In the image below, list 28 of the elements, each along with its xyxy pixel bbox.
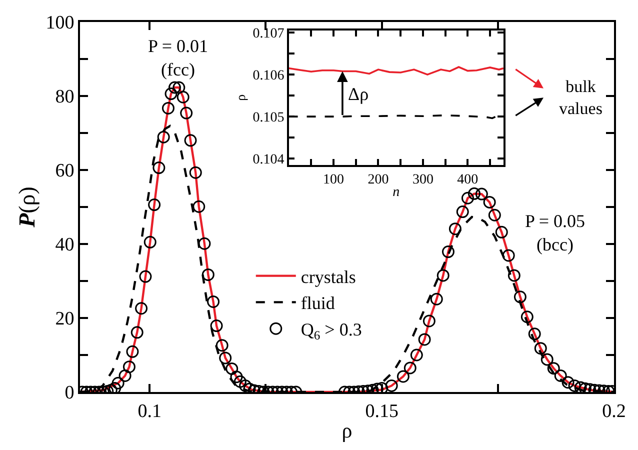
legend-label: fluid — [300, 293, 335, 314]
x-tick-label: 0.1 — [138, 400, 162, 422]
y-tick-label: 60 — [55, 160, 74, 182]
annotation: P = 0.01 (fcc) — [148, 36, 208, 80]
x-tick-label: 200 — [368, 172, 389, 188]
annotation: bulk values — [559, 77, 602, 118]
x-tick-label: 0.15 — [365, 400, 398, 422]
y-tick-label: 0.107 — [252, 26, 284, 42]
y-axis-title: ρ — [233, 94, 248, 101]
y-axis-title: P(ρ) — [14, 186, 40, 228]
x-tick-label: 300 — [412, 172, 434, 188]
y-tick-label: 80 — [55, 86, 74, 108]
y-tick-label: 0.105 — [252, 110, 284, 126]
legend-label: Q$_{6}$ > 0.3 — [300, 320, 362, 342]
annotation: P = 0.05 (bcc) — [525, 211, 585, 254]
x-axis-title: n — [392, 185, 400, 200]
annotation: Δρ — [348, 84, 369, 104]
y-tick-label: 0.104 — [252, 152, 284, 168]
y-tick-label: 20 — [55, 308, 74, 330]
x-axis-title: ρ — [342, 418, 352, 442]
x-tick-label: 400 — [457, 172, 478, 188]
x-tick-label: 100 — [323, 172, 344, 188]
y-tick-label: 0.106 — [252, 68, 284, 84]
y-tick-label: 40 — [55, 234, 74, 256]
legend-label: crystals — [300, 266, 356, 287]
y-tick-label: 0 — [64, 382, 74, 404]
y-tick-label: 100 — [46, 12, 74, 34]
x-tick-label: 0.2 — [602, 400, 626, 422]
